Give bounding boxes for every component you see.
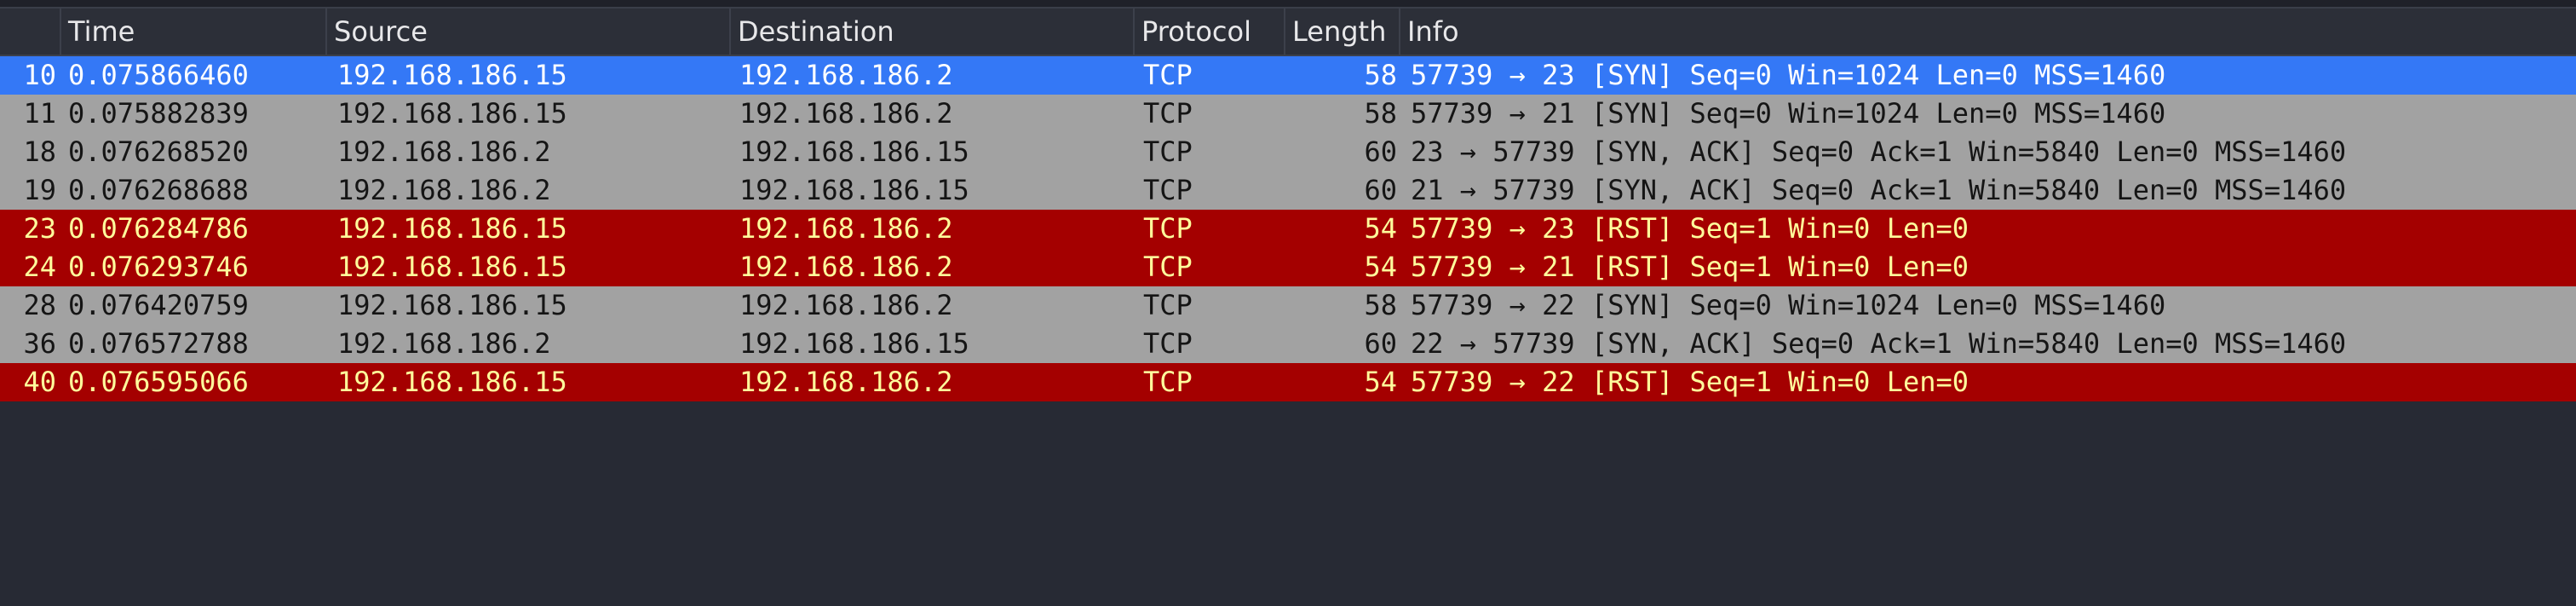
column-header-time[interactable]: Time xyxy=(61,9,327,55)
packet-info: 57739 → 21 [SYN] Seq=0 Win=1024 Len=0 MS… xyxy=(1411,97,2166,130)
packet-time: 0.075882839 xyxy=(68,97,249,130)
packet-number: 24 xyxy=(23,251,56,283)
packet-destination: 192.168.186.2 xyxy=(739,212,953,245)
packet-number: 36 xyxy=(23,327,56,360)
packet-row[interactable]: 28 0.076420759 192.168.186.15 192.168.186.2… xyxy=(0,286,2576,325)
packet-list: 10 0.075866460 192.168.186.15 192.168.186.2… xyxy=(0,56,2576,401)
packet-list-empty-area[interactable] xyxy=(0,401,2576,606)
packet-time: 0.076268688 xyxy=(68,174,249,206)
packet-destination: 192.168.186.2 xyxy=(739,251,953,283)
packet-time: 0.075866460 xyxy=(68,59,249,91)
packet-source: 192.168.186.15 xyxy=(337,366,567,398)
column-header-no[interactable] xyxy=(0,9,61,55)
packet-time: 0.076293746 xyxy=(68,251,249,283)
packet-source: 192.168.186.2 xyxy=(337,327,551,360)
packet-length: 58 xyxy=(1364,97,1397,130)
packet-length: 60 xyxy=(1364,174,1397,206)
column-header-protocol[interactable]: Protocol xyxy=(1135,9,1285,55)
packet-destination: 192.168.186.15 xyxy=(739,174,969,206)
packet-protocol: TCP xyxy=(1143,327,1193,360)
column-header-info[interactable]: Info xyxy=(1407,15,1459,48)
packet-destination: 192.168.186.2 xyxy=(739,289,953,321)
packet-destination: 192.168.186.15 xyxy=(739,327,969,360)
packet-info: 57739 → 23 [SYN] Seq=0 Win=1024 Len=0 MS… xyxy=(1411,59,2166,91)
packet-number: 40 xyxy=(23,366,56,398)
packet-info: 57739 → 21 [RST] Seq=1 Win=0 Len=0 xyxy=(1411,251,1969,283)
packet-number: 23 xyxy=(23,212,56,245)
packet-protocol: TCP xyxy=(1143,212,1193,245)
packet-info: 57739 → 22 [SYN] Seq=0 Win=1024 Len=0 MS… xyxy=(1411,289,2166,321)
packet-length: 60 xyxy=(1364,327,1397,360)
packet-row[interactable]: 19 0.076268688 192.168.186.2 192.168.186.15… xyxy=(0,171,2576,210)
packet-number: 19 xyxy=(23,174,56,206)
packet-source: 192.168.186.2 xyxy=(337,136,551,168)
packet-time: 0.076268520 xyxy=(68,136,249,168)
packet-row[interactable]: 11 0.075882839 192.168.186.15 192.168.186.2… xyxy=(0,95,2576,133)
packet-row[interactable]: 40 0.076595066 192.168.186.15 192.168.186.2… xyxy=(0,363,2576,401)
packet-source: 192.168.186.15 xyxy=(337,251,567,283)
packet-row[interactable]: 23 0.076284786 192.168.186.15 192.168.186.2… xyxy=(0,210,2576,248)
packet-info: 57739 → 22 [RST] Seq=1 Win=0 Len=0 xyxy=(1411,366,1969,398)
packet-info: 23 → 57739 [SYN, ACK] Seq=0 Ack=1 Win=58… xyxy=(1411,136,2347,168)
column-header-source[interactable]: Source xyxy=(327,9,731,55)
packet-source: 192.168.186.15 xyxy=(337,289,567,321)
packet-protocol: TCP xyxy=(1143,136,1193,168)
packet-row[interactable]: 36 0.076572788 192.168.186.2 192.168.186.15… xyxy=(0,325,2576,363)
packet-number: 28 xyxy=(23,289,56,321)
packet-length: 54 xyxy=(1364,212,1397,245)
column-header-bar: Time Source Destination Protocol Length … xyxy=(0,9,2576,56)
column-header-length[interactable]: Length xyxy=(1285,9,1400,55)
packet-time: 0.076284786 xyxy=(68,212,249,245)
packet-length: 60 xyxy=(1364,136,1397,168)
packet-protocol: TCP xyxy=(1143,251,1193,283)
packet-length: 58 xyxy=(1364,59,1397,91)
packet-info: 57739 → 23 [RST] Seq=1 Win=0 Len=0 xyxy=(1411,212,1969,245)
packet-destination: 192.168.186.2 xyxy=(739,366,953,398)
packet-time: 0.076595066 xyxy=(68,366,249,398)
packet-info: 22 → 57739 [SYN, ACK] Seq=0 Ack=1 Win=58… xyxy=(1411,327,2347,360)
packet-row[interactable]: 18 0.076268520 192.168.186.2 192.168.186.15… xyxy=(0,133,2576,171)
packet-source: 192.168.186.15 xyxy=(337,59,567,91)
top-divider xyxy=(0,0,2576,9)
packet-length: 58 xyxy=(1364,289,1397,321)
packet-protocol: TCP xyxy=(1143,97,1193,130)
packet-info: 21 → 57739 [SYN, ACK] Seq=0 Ack=1 Win=58… xyxy=(1411,174,2347,206)
packet-destination: 192.168.186.15 xyxy=(739,136,969,168)
packet-number: 11 xyxy=(23,97,56,130)
packet-protocol: TCP xyxy=(1143,366,1193,398)
packet-source: 192.168.186.15 xyxy=(337,212,567,245)
packet-source: 192.168.186.2 xyxy=(337,174,551,206)
packet-destination: 192.168.186.2 xyxy=(739,59,953,91)
packet-protocol: TCP xyxy=(1143,289,1193,321)
packet-protocol: TCP xyxy=(1143,174,1193,206)
column-header-destination[interactable]: Destination xyxy=(731,9,1135,55)
packet-time: 0.076420759 xyxy=(68,289,249,321)
packet-number: 18 xyxy=(23,136,56,168)
packet-time: 0.076572788 xyxy=(68,327,249,360)
packet-length: 54 xyxy=(1364,366,1397,398)
packet-length: 54 xyxy=(1364,251,1397,283)
packet-row[interactable]: 10 0.075866460 192.168.186.15 192.168.186.2… xyxy=(0,56,2576,95)
packet-protocol: TCP xyxy=(1143,59,1193,91)
packet-row[interactable]: 24 0.076293746 192.168.186.15 192.168.186.2… xyxy=(0,248,2576,286)
packet-destination: 192.168.186.2 xyxy=(739,97,953,130)
packet-number: 10 xyxy=(23,59,56,91)
packet-source: 192.168.186.15 xyxy=(337,97,567,130)
